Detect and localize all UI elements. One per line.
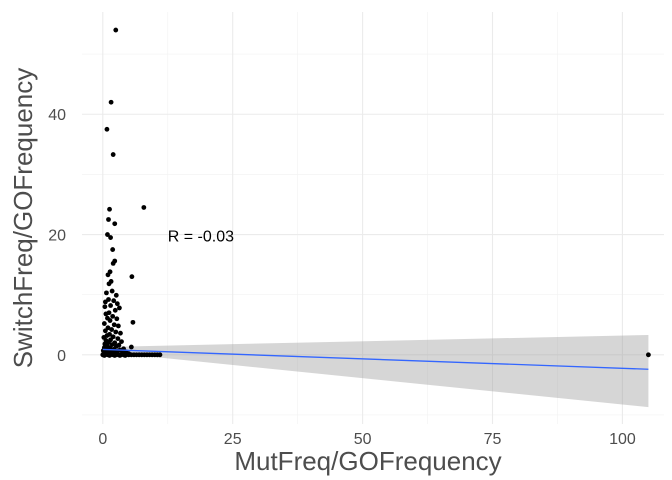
confidence-band-layer [102, 334, 649, 408]
data-point [101, 353, 107, 358]
data-point [118, 330, 123, 336]
y-tick-label: 20 [48, 228, 66, 245]
data-point [117, 305, 122, 311]
x-tick-labels: 0 25 50 75 100 [98, 431, 636, 448]
data-point [110, 261, 116, 266]
data-point [112, 353, 118, 358]
data-point [119, 339, 124, 344]
data-point [106, 281, 112, 287]
data-point [128, 344, 134, 350]
data-point [108, 303, 113, 308]
data-point [122, 353, 128, 358]
data-point [104, 290, 109, 296]
data-point [101, 321, 107, 326]
data-point [113, 27, 119, 33]
data-point [110, 152, 116, 157]
data-point [106, 339, 111, 345]
data-point [113, 329, 119, 335]
data-point [107, 318, 113, 323]
y-tick-label: 0 [57, 348, 66, 365]
x-tick-label: 0 [98, 431, 107, 448]
y-tick-label: 40 [48, 107, 66, 124]
correlation-annotation: R = -0.03 [168, 229, 234, 246]
major-gridlines [82, 12, 664, 424]
x-tick-label: 25 [224, 431, 242, 448]
regression-line-layer [102, 348, 649, 370]
data-point [157, 352, 163, 358]
x-tick-label: 100 [609, 431, 636, 448]
y-axis-title: SwitchFreq/GOFrequency [8, 68, 38, 369]
data-point [104, 126, 110, 132]
data-point [117, 353, 123, 358]
x-tick-label: 75 [484, 431, 502, 448]
minor-gridlines [82, 12, 664, 424]
x-tick-label: 50 [354, 431, 372, 448]
data-point [103, 311, 109, 317]
data-points [100, 27, 651, 358]
data-point [107, 206, 112, 212]
data-point [115, 336, 121, 341]
data-point [141, 205, 147, 210]
data-point [129, 274, 135, 280]
data-point [646, 352, 651, 358]
data-point [109, 288, 115, 294]
data-point [106, 217, 111, 222]
data-point [113, 292, 119, 298]
data-point [112, 307, 118, 313]
data-point [109, 327, 115, 332]
data-point [115, 323, 121, 329]
regression-line [102, 348, 649, 370]
data-point [130, 319, 136, 325]
data-point [112, 221, 118, 227]
data-point [107, 353, 112, 358]
data-point [102, 304, 108, 310]
data-point [108, 99, 114, 105]
data-point [110, 247, 116, 252]
data-point [108, 235, 113, 240]
data-point [105, 232, 110, 237]
y-tick-labels: 0 20 40 [48, 107, 66, 365]
data-point [114, 301, 120, 307]
confidence-ribbon [102, 334, 649, 408]
data-point [110, 313, 116, 319]
data-point [111, 298, 117, 304]
data-point [102, 328, 108, 334]
data-point [111, 322, 117, 328]
data-point [105, 272, 111, 278]
data-point [109, 342, 115, 348]
data-point [102, 299, 108, 305]
data-point [114, 316, 120, 322]
x-axis-title: MutFreq/GOFrequency [234, 446, 501, 476]
